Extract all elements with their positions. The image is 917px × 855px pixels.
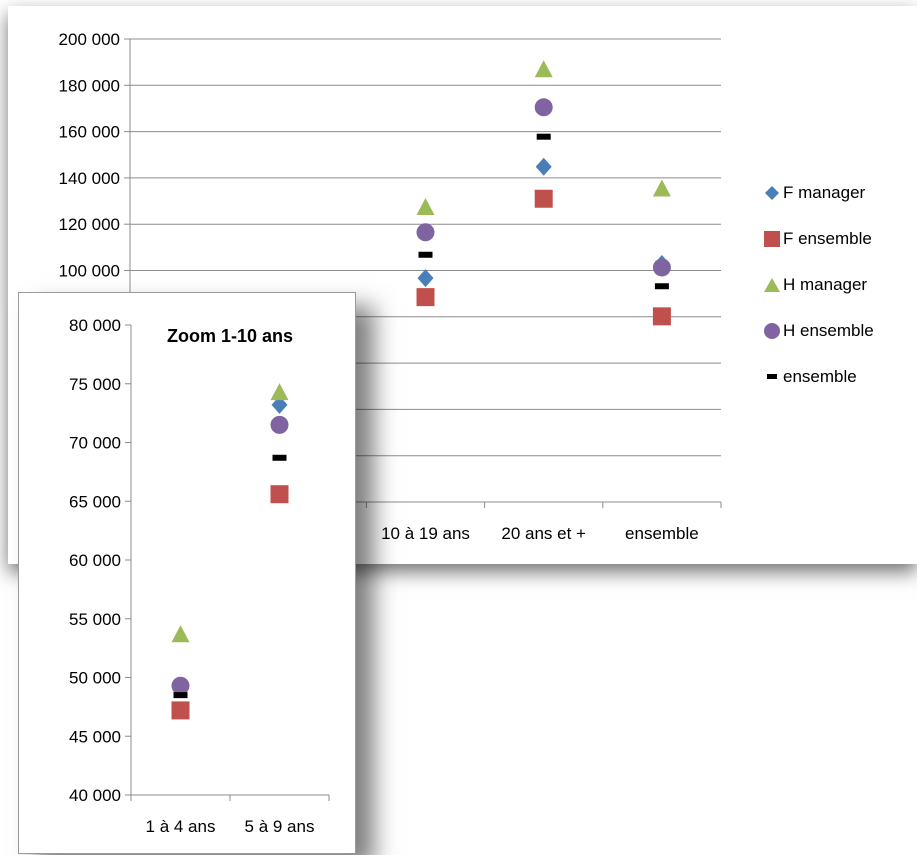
legend-item-ensemble: ensemble <box>763 365 857 389</box>
zoom-chart: 40 000 45 000 50 000 55 000 60 000 65 000 70 0… <box>69 316 330 836</box>
y-tick-label: 140 000 <box>59 169 120 188</box>
legend-item-f-ensemble: F ensemble <box>763 227 872 251</box>
y-tick-label: 160 000 <box>59 123 120 142</box>
point-ensemble <box>536 133 551 140</box>
y-tick-label: 200 000 <box>59 30 120 49</box>
point-h-ensemble <box>652 258 671 277</box>
legend-marker-f-ensemble <box>764 231 780 247</box>
zoom-point-h-manager <box>270 383 289 401</box>
zoom-point-f-ensemble <box>171 701 190 720</box>
zoom-y-tick-label: 70 000 <box>69 434 121 453</box>
point-ensemble <box>418 251 433 258</box>
point-h-ensemble <box>534 98 553 117</box>
zoom-point-f-ensemble <box>270 485 289 504</box>
zoom-point-h-ensemble <box>270 415 289 434</box>
legend-item-h-ensemble: H ensemble <box>763 319 874 343</box>
zoom-y-tick-label: 40 000 <box>69 786 121 805</box>
legend-marker-f-manager <box>765 186 779 200</box>
legend-label: H manager <box>783 275 868 294</box>
point-f-manager <box>417 269 434 288</box>
zoom-point-f-manager <box>271 395 288 414</box>
point-h-ensemble <box>416 223 435 242</box>
zoom-y-tick-label: 50 000 <box>69 669 121 688</box>
point-ensemble <box>654 283 669 290</box>
point-h-manager <box>652 179 671 197</box>
point-f-manager <box>535 157 552 176</box>
point-f-ensemble <box>534 189 553 208</box>
y-tick-label: 180 000 <box>59 76 120 95</box>
legend-marker-h-manager <box>764 278 780 292</box>
legend-label: H ensemble <box>783 321 874 340</box>
x-tick-label: 20 ans et + <box>501 524 586 543</box>
zoom-y-tick-label: 80 000 <box>69 316 121 335</box>
zoom-chart-panel: 40 000 45 000 50 000 55 000 60 000 65 000 70 0… <box>18 292 356 854</box>
zoom-y-tick-label: 60 000 <box>69 551 121 570</box>
point-f-ensemble <box>652 307 671 326</box>
legend-label: F manager <box>783 183 866 202</box>
legend-marker-h-ensemble <box>764 323 780 339</box>
zoom-x-tick-label: 5 à 9 ans <box>245 817 315 836</box>
zoom-point-h-ensemble <box>171 676 190 695</box>
legend-marker-ensemble <box>767 374 777 379</box>
legend-item-h-manager: H manager <box>763 273 867 297</box>
y-tick-label: 120 000 <box>59 215 120 234</box>
zoom-point-ensemble <box>272 454 287 461</box>
point-h-manager <box>534 60 553 78</box>
point-h-manager <box>416 197 435 215</box>
zoom-point-h-manager <box>171 625 190 643</box>
zoom-y-tick-label: 65 000 <box>69 492 121 511</box>
zoom-y-tick-label: 55 000 <box>69 610 121 629</box>
zoom-chart-title: Zoom 1-10 ans <box>167 326 293 346</box>
x-tick-label: ensemble <box>625 524 699 543</box>
y-tick-label: 100 000 <box>59 262 120 281</box>
legend-label: ensemble <box>783 367 857 386</box>
zoom-y-tick-label: 75 000 <box>69 375 121 394</box>
point-f-ensemble <box>416 288 435 307</box>
x-tick-label: 10 à 19 ans <box>381 524 470 543</box>
legend-item-f-manager: F manager <box>763 181 865 205</box>
legend-label: F ensemble <box>783 229 872 248</box>
zoom-y-tick-label: 45 000 <box>69 727 121 746</box>
zoom-x-tick-label: 1 à 4 ans <box>146 817 216 836</box>
zoom-point-ensemble <box>173 692 188 699</box>
